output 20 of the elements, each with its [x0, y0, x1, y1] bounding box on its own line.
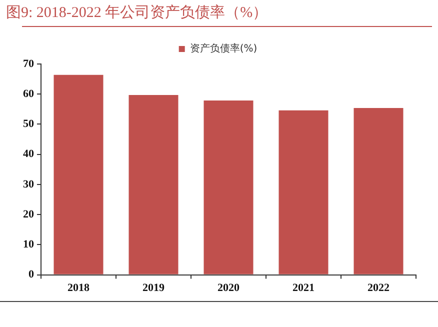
y-tick-label: 10 [23, 238, 34, 251]
y-tick-label: 40 [23, 148, 34, 160]
x-tick-label: 2022 [368, 282, 390, 294]
y-tick-label: 60 [23, 88, 34, 100]
x-tick-label: 2018 [68, 282, 90, 294]
x-tick-label: 2020 [218, 282, 240, 294]
y-tick-label: 0 [28, 268, 34, 281]
y-tick-label: 20 [23, 208, 34, 220]
x-tick-label: 2019 [142, 282, 165, 294]
bar [278, 110, 328, 274]
bar [354, 108, 404, 274]
chart-title: 图9: 2018-2022 年公司资产负债率（%） [6, 3, 268, 22]
y-tick-label: 30 [23, 178, 34, 190]
y-tick-label: 70 [23, 58, 34, 70]
bar [204, 100, 254, 274]
x-tick-label: 2021 [292, 282, 314, 294]
bar [128, 95, 178, 274]
y-tick-label: 50 [23, 118, 34, 130]
legend-label: 资产负债率(%) [190, 42, 258, 55]
bar [54, 74, 104, 274]
